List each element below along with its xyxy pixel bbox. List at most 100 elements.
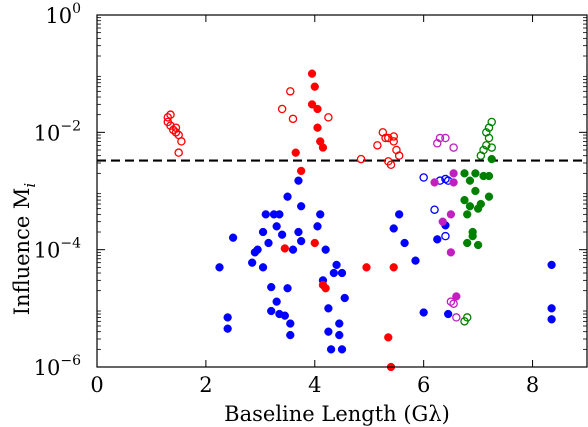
data-point-filled (389, 263, 398, 272)
data-point-filled (248, 258, 257, 267)
data-point-filled (310, 238, 319, 248)
data-point-filled (460, 169, 469, 178)
data-point-filled (294, 176, 303, 185)
plot-area (97, 69, 587, 372)
data-point-open (386, 160, 396, 170)
data-point-filled (452, 292, 461, 301)
data-point-open (171, 123, 181, 132)
data-point-filled (288, 245, 298, 254)
data-point-open (482, 141, 491, 150)
y-tick-label: 100 (45, 1, 81, 28)
data-point-filled (463, 238, 472, 248)
data-point-filled (463, 210, 472, 219)
data-point-filled (335, 319, 344, 328)
data-point-filled (307, 100, 317, 109)
data-point-filled (253, 245, 262, 254)
data-point-filled (297, 236, 306, 246)
data-point-open (479, 145, 488, 155)
data-point-open (174, 148, 183, 157)
data-point-filled (465, 176, 475, 185)
data-point-filled (258, 263, 268, 272)
data-point-filled (411, 256, 420, 265)
data-point-filled (326, 345, 336, 354)
data-point-filled (460, 195, 469, 205)
data-point-open (381, 133, 390, 143)
data-point-open (394, 151, 404, 160)
y-axis-label-text: Influence M (10, 188, 34, 316)
data-point-open (166, 110, 175, 119)
data-point-open (487, 117, 496, 127)
data-point-open (441, 133, 450, 143)
y-axis-label-subscript: i (21, 183, 39, 188)
data-point-open (177, 137, 186, 146)
data-point-filled (446, 210, 456, 219)
data-point-filled (318, 143, 328, 152)
data-point-open (449, 299, 458, 308)
x-tick-label: 0 (90, 373, 103, 397)
data-point-filled (310, 82, 319, 91)
data-point-filled (324, 327, 333, 336)
data-point-filled (283, 192, 292, 201)
data-point-filled (430, 178, 439, 187)
data-point-filled (547, 260, 556, 270)
data-point-filled (286, 319, 295, 328)
data-point-filled (223, 324, 232, 333)
data-point-filled (267, 306, 276, 316)
data-point-filled (272, 222, 281, 231)
data-point-filled (286, 330, 295, 340)
data-point-open (462, 313, 472, 322)
data-point-filled (395, 210, 404, 219)
data-point-filled (275, 210, 284, 219)
data-point-filled (280, 311, 289, 320)
data-point-filled (316, 210, 325, 219)
data-point-filled (321, 245, 330, 254)
data-point-filled (291, 148, 300, 157)
x-tick-label: 4 (308, 373, 321, 397)
data-point-filled (468, 231, 477, 241)
axes: 0 2 4 6 8 10−6 10−4 10−2 100 (34, 1, 588, 397)
data-point-filled (446, 248, 456, 257)
data-point-filled (484, 171, 494, 181)
data-point-filled (389, 224, 398, 233)
data-point-filled (321, 284, 330, 293)
data-point-open (389, 132, 398, 141)
data-point-filled (297, 166, 306, 176)
data-point-filled (313, 123, 322, 132)
data-point-filled (297, 202, 306, 211)
data-point-filled (335, 330, 344, 340)
data-point-filled (444, 309, 453, 319)
y-tick-label: 10−4 (34, 236, 81, 263)
data-point-open (163, 113, 173, 122)
data-point-filled (438, 217, 447, 226)
svg-text:Influence Mi: Influence Mi (10, 183, 39, 316)
data-point-filled (476, 199, 485, 209)
data-point-filled (223, 313, 232, 322)
data-point-filled (228, 233, 238, 242)
data-point-filled (264, 238, 273, 248)
data-point-open (168, 125, 178, 135)
y-tick-label: 10−2 (34, 118, 81, 145)
data-point-filled (471, 169, 480, 178)
data-point-filled (384, 333, 393, 342)
data-point-open (430, 205, 439, 214)
data-point-open (373, 141, 382, 150)
data-point-filled (272, 297, 281, 306)
y-tick-label: 10−6 (34, 353, 81, 380)
data-point-filled (267, 282, 276, 292)
data-point-filled (465, 202, 475, 211)
data-point-open (449, 143, 458, 152)
x-tick-label: 6 (417, 373, 430, 397)
data-point-filled (258, 227, 268, 237)
data-point-open (435, 133, 445, 143)
data-point-filled (547, 304, 556, 313)
data-point-filled (277, 230, 287, 239)
x-tick-label: 8 (526, 373, 539, 397)
x-axis-label: Baseline Length (Gλ) (224, 402, 450, 426)
data-point-filled (261, 210, 270, 219)
data-point-filled (340, 293, 349, 303)
data-point-filled (547, 315, 556, 324)
data-point-filled (329, 268, 338, 278)
data-point-filled (473, 240, 483, 250)
data-point-filled (433, 235, 442, 244)
